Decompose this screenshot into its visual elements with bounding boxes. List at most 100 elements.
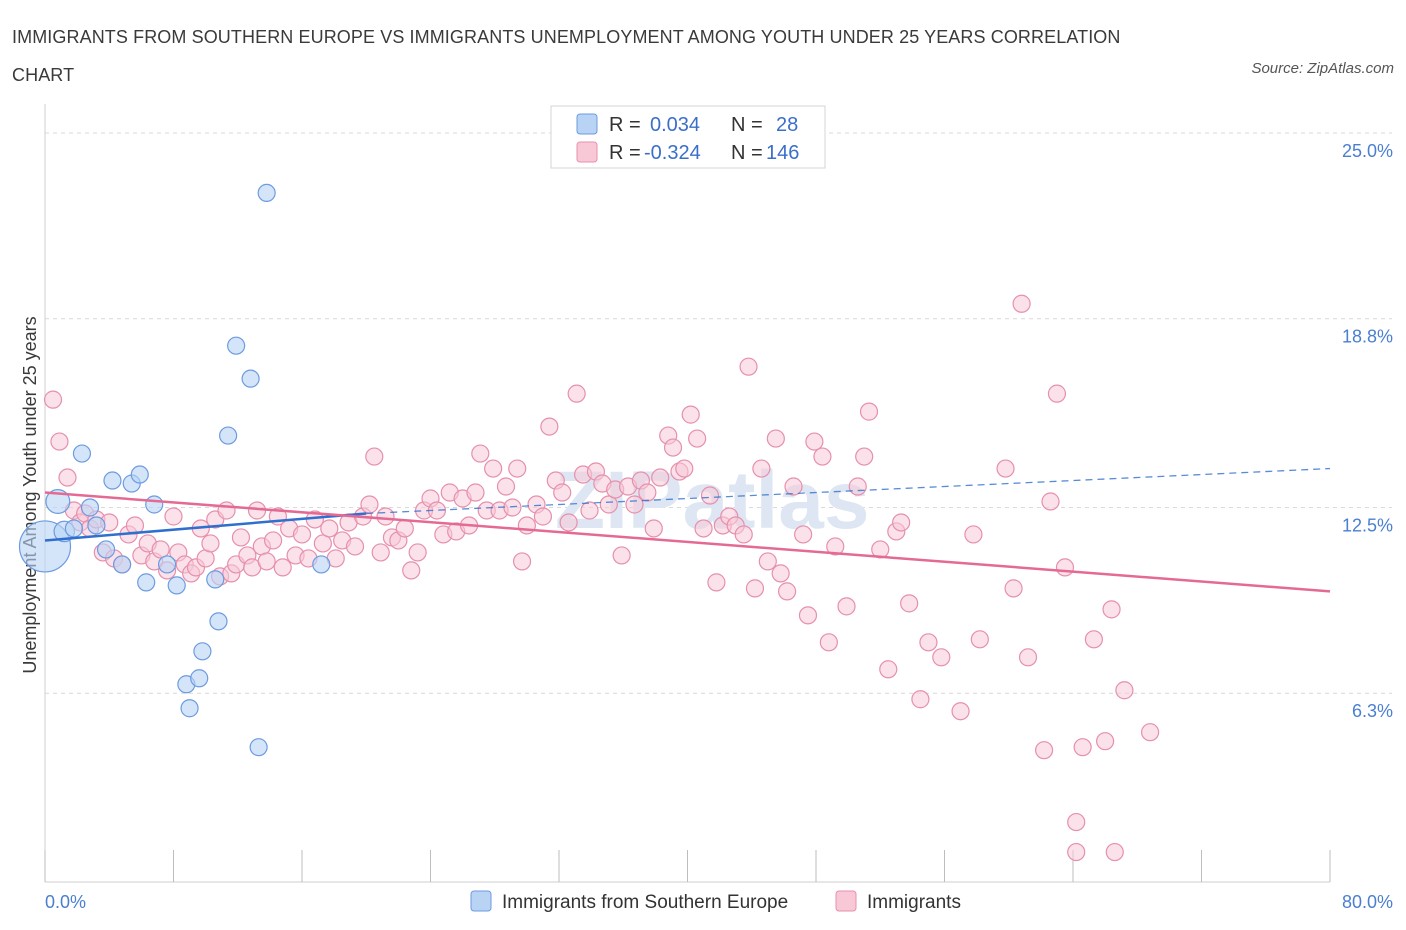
data-point-immigrants	[900, 594, 919, 613]
data-point-immigrants	[1055, 558, 1075, 577]
data-point-immigrants	[217, 501, 236, 520]
tick-labels: 6.3% 12.5% 18.8% 25.0% 0.0% 80.0%	[45, 141, 1393, 912]
data-point-southern-europe	[190, 669, 209, 688]
data-point-southern-europe	[219, 426, 238, 445]
data-point-immigrants	[784, 477, 803, 496]
legend-r-label: R =	[609, 142, 641, 164]
data-point-immigrants	[663, 438, 683, 457]
data-point-immigrants	[859, 402, 879, 421]
legend-n-label: N =	[731, 114, 763, 136]
data-point-immigrants	[58, 468, 77, 487]
data-point-immigrants	[964, 525, 983, 544]
data-point-immigrants	[1105, 842, 1124, 862]
y-tick-label: 18.8%	[1342, 327, 1393, 347]
data-point-southern-europe	[45, 488, 71, 514]
series-legend-label: Immigrants	[867, 892, 961, 913]
data-point-southern-europe	[96, 540, 116, 559]
data-point-immigrants	[805, 432, 824, 451]
data-point-immigrants	[1096, 732, 1115, 751]
data-point-immigrants	[612, 546, 631, 565]
data-point-immigrants	[837, 597, 856, 616]
trend-line-southern-europe	[44, 512, 367, 542]
data-point-immigrants	[263, 531, 283, 550]
data-point-immigrants	[231, 528, 251, 547]
data-point-immigrants	[503, 498, 522, 517]
data-point-immigrants	[855, 447, 874, 466]
data-point-immigrants	[512, 552, 532, 571]
data-point-immigrants	[508, 459, 527, 478]
data-point-immigrants	[517, 516, 536, 535]
y-tick-label: 6.3%	[1352, 701, 1393, 721]
data-point-immigrants	[758, 552, 777, 571]
data-point-immigrants	[365, 447, 384, 466]
data-point-immigrants	[1084, 630, 1103, 649]
data-point-immigrants	[580, 501, 599, 520]
legend-n-value: 28	[776, 114, 798, 136]
data-point-southern-europe	[157, 555, 177, 574]
data-point-immigrants	[700, 486, 720, 505]
data-point-southern-europe	[241, 369, 260, 388]
data-point-southern-europe	[193, 642, 212, 661]
data-point-immigrants	[553, 483, 572, 502]
data-point-immigrants	[599, 495, 618, 514]
trend-lines	[44, 467, 1331, 593]
data-point-immigrants	[707, 573, 726, 592]
data-point-immigrants	[638, 483, 657, 502]
data-point-immigrants	[1073, 738, 1092, 757]
data-point-immigrants	[320, 519, 339, 538]
data-point-immigrants	[970, 630, 989, 649]
legend-swatch-blue	[576, 113, 598, 135]
data-point-southern-europe	[312, 555, 331, 574]
x-tick-label: 80.0%	[1342, 892, 1393, 912]
data-point-immigrants	[43, 390, 63, 409]
data-point-immigrants	[1047, 384, 1067, 403]
data-point-immigrants	[681, 405, 700, 424]
data-point-immigrants	[644, 519, 663, 538]
data-point-immigrants	[794, 525, 813, 544]
southern-europe-series	[18, 183, 331, 757]
data-point-immigrants	[567, 384, 586, 403]
data-point-immigrants	[196, 549, 215, 568]
series-legend-label: Immigrants from Southern Europe	[502, 892, 788, 913]
data-point-immigrants	[376, 507, 395, 526]
grid-lines	[45, 132, 1392, 694]
data-point-immigrants	[471, 444, 490, 463]
legend-n-label: N =	[731, 142, 763, 164]
data-point-southern-europe	[167, 576, 186, 595]
data-point-southern-europe	[227, 336, 246, 355]
x-tick-label: 0.0%	[45, 892, 86, 912]
data-point-immigrants	[675, 459, 694, 478]
data-point-immigrants	[694, 519, 713, 538]
legend-r-value: -0.324	[644, 142, 701, 164]
data-point-immigrants	[360, 495, 379, 514]
data-point-immigrants	[813, 447, 832, 466]
data-point-southern-europe	[249, 738, 268, 757]
data-point-immigrants	[771, 564, 790, 583]
legend-swatch-pink	[576, 141, 598, 163]
series-legend: Immigrants from Southern Europe Immigran…	[470, 890, 961, 913]
data-point-immigrants	[533, 507, 553, 526]
data-point-immigrants	[734, 525, 753, 544]
data-point-southern-europe	[103, 471, 122, 490]
trend-line-southern-europe-extended	[366, 467, 1331, 515]
data-point-southern-europe	[257, 183, 276, 203]
legend-r-value: 0.034	[650, 114, 700, 136]
data-point-immigrants	[371, 543, 390, 562]
data-point-immigrants	[1067, 812, 1086, 832]
data-point-immigrants	[951, 702, 970, 721]
data-point-immigrants	[1067, 842, 1086, 862]
data-point-southern-europe	[64, 519, 84, 538]
data-point-immigrants	[484, 459, 503, 478]
data-point-immigrants	[932, 648, 951, 667]
series-legend-swatch-pink	[835, 890, 857, 912]
data-point-immigrants	[496, 477, 516, 496]
data-point-southern-europe	[87, 516, 106, 535]
data-point-immigrants	[257, 552, 276, 571]
trend-line-immigrants	[44, 491, 1331, 593]
data-point-immigrants	[1115, 681, 1134, 700]
data-point-immigrants	[408, 543, 427, 562]
data-point-immigrants	[1041, 492, 1060, 511]
data-point-immigrants	[651, 468, 670, 487]
chart-title: IMMIGRANTS FROM SOUTHERN EUROPE VS IMMIG…	[12, 27, 1121, 85]
